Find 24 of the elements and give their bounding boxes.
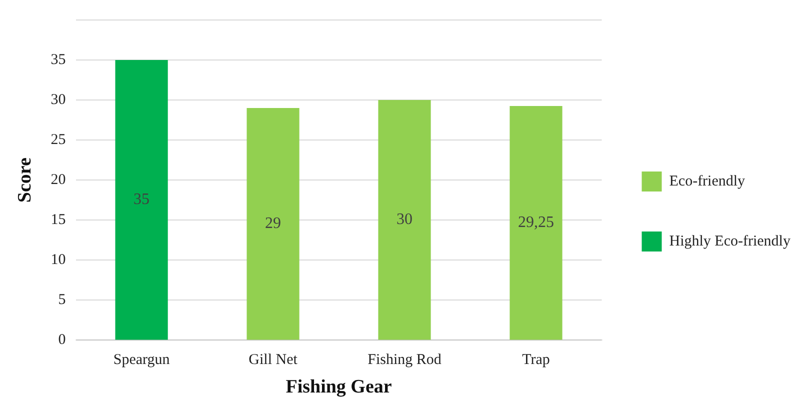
data-label: 35 (134, 191, 150, 208)
x-tick-label: Trap (522, 352, 550, 368)
y-tick-label: 0 (58, 332, 66, 348)
y-tick-label: 10 (50, 252, 66, 268)
x-tick-label: Fishing Rod (368, 352, 442, 368)
x-tick-label: Speargun (113, 352, 170, 368)
y-tick-label: 30 (50, 92, 66, 108)
y-tick-label: 20 (50, 172, 66, 188)
bar (510, 106, 562, 340)
x-axis-title: Fishing Gear (286, 376, 392, 398)
bar (378, 100, 431, 340)
data-label: 29 (265, 215, 282, 232)
data-label: 29,25 (518, 214, 554, 232)
y-tick-label: 15 (50, 212, 66, 228)
y-axis-title: Score (14, 158, 36, 203)
x-tick-label: Gill Net (248, 352, 298, 368)
y-tick-label: 5 (58, 292, 66, 308)
legend-label: Eco-friendly (669, 173, 746, 190)
data-label: 30 (396, 211, 413, 228)
y-tick-label: 25 (50, 132, 66, 148)
bar (246, 108, 300, 340)
y-tick-label: 35 (50, 52, 66, 68)
legend-label: Highly Eco-friendly (669, 233, 791, 250)
bar (115, 60, 168, 340)
